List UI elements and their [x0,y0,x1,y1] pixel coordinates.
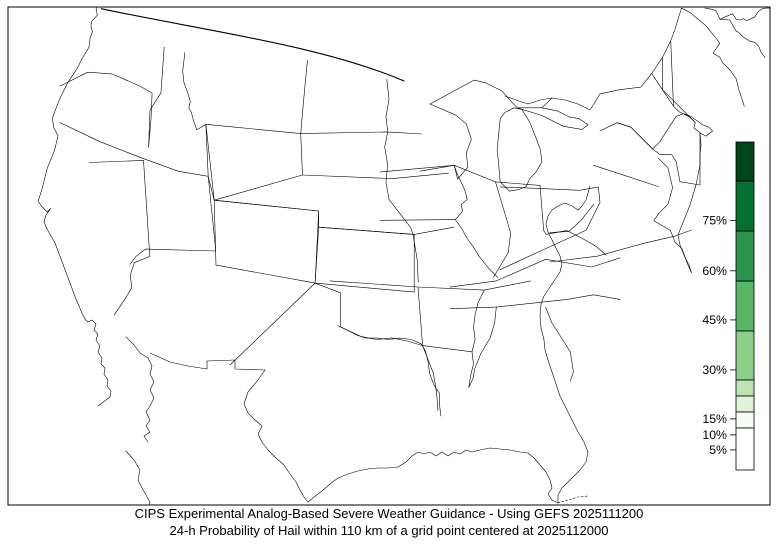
svg-text:24-h Probability of Hail withi: 24-h Probability of Hail within 110 km o… [170,523,609,538]
svg-text:5%: 5% [709,443,727,457]
svg-text:60%: 60% [702,264,727,278]
svg-text:30%: 30% [702,363,727,377]
svg-text:CIPS Experimental Analog-Based: CIPS Experimental Analog-Based Severe We… [135,506,644,521]
svg-text:10%: 10% [702,428,727,442]
svg-text:75%: 75% [702,214,727,228]
svg-text:45%: 45% [702,313,727,327]
svg-text:15%: 15% [702,412,727,426]
